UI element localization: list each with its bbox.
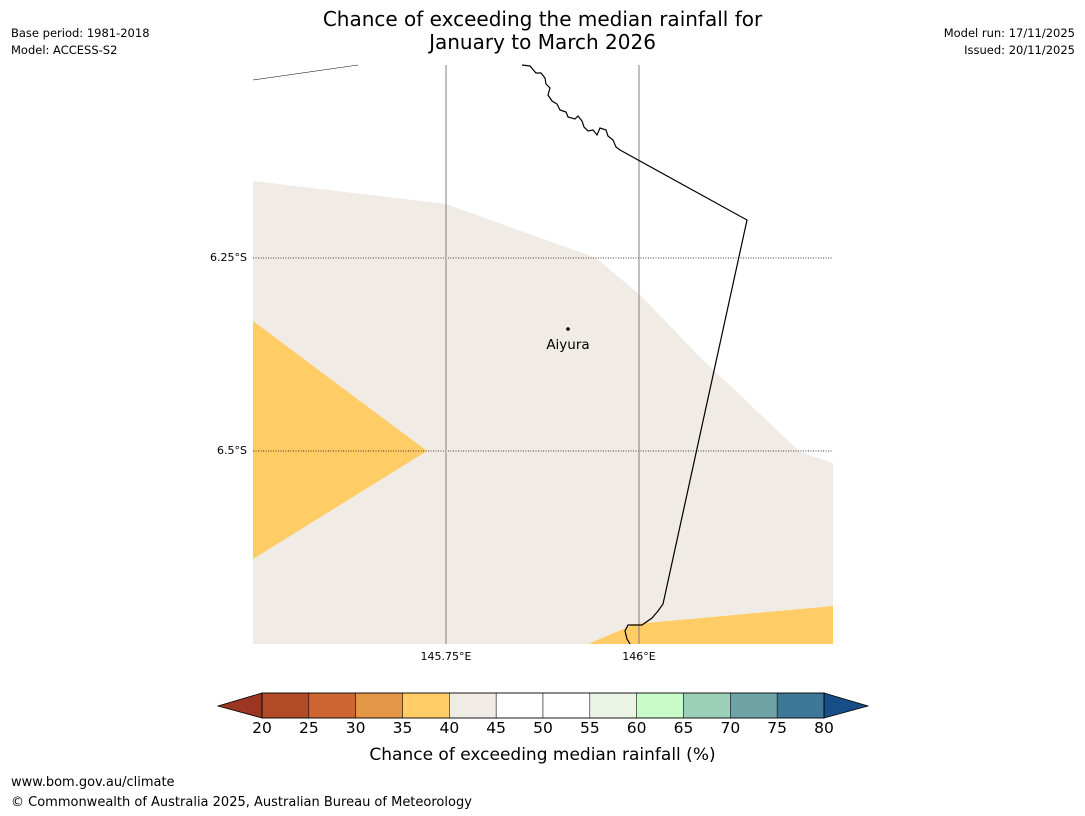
aiyura-label: Aiyura <box>546 337 589 353</box>
model-run: Model run: 17/11/2025 <box>943 26 1075 40</box>
colorbar-tick-label: 25 <box>298 719 319 737</box>
metadata-right: Model run: 17/11/2025 Issued: 20/11/2025 <box>944 25 1075 59</box>
colorbar <box>216 692 870 719</box>
map-title: Chance of exceeding the median rainfall … <box>0 8 1085 54</box>
colorbar-tick-label: 65 <box>673 719 694 737</box>
colorbar-segment <box>589 692 637 719</box>
footer-copyright: © Commonwealth of Australia 2025, Austra… <box>11 795 472 810</box>
title-line-2: January to March 2026 <box>429 30 656 54</box>
colorbar-segment <box>402 692 450 719</box>
band-35-40-southeast-region <box>588 606 833 644</box>
colorbar-low-extend <box>216 692 263 719</box>
colorbar-segment <box>308 692 356 719</box>
lat-label-6-5: 6.5°S <box>217 444 247 457</box>
lon-label-145-75: 145.75°E <box>420 650 472 663</box>
colorbar-tick-label: 50 <box>533 719 553 737</box>
footer-url[interactable]: www.bom.gov.au/climate <box>11 775 175 790</box>
band-35-40-west-region <box>253 321 427 559</box>
colorbar-segment <box>542 692 591 719</box>
colorbar-tick-label: 20 <box>252 719 272 737</box>
lon-label-146: 146°E <box>622 650 656 663</box>
colorbar-segment <box>683 692 731 719</box>
colorbar-tick-label: 60 <box>626 719 647 737</box>
lat-label-6-25: 6.25°S <box>210 251 247 264</box>
colorbar-tick-label: 75 <box>767 719 788 737</box>
aiyura-marker <box>566 327 570 331</box>
colorbar-segment <box>449 692 497 719</box>
map-area: Aiyura <box>252 64 833 645</box>
metadata-left: Base period: 1981-2018 Model: ACCESS-S2 <box>11 25 150 59</box>
colorbar-segment <box>730 692 778 719</box>
colorbar-high-extend <box>823 692 870 719</box>
colorbar-tick-label: 80 <box>814 719 834 737</box>
colorbar-tick-label: 40 <box>439 719 460 737</box>
colorbar-title: Chance of exceeding median rainfall (%) <box>369 745 716 765</box>
base-period: Base period: 1981-2018 <box>11 26 150 40</box>
colorbar-segment <box>261 692 310 719</box>
colorbar-segment <box>636 692 684 719</box>
colorbar-tick-label: 55 <box>579 719 600 737</box>
model-name: Model: ACCESS-S2 <box>11 43 118 57</box>
colorbar-segment <box>355 692 403 719</box>
colorbar-tick-label: 45 <box>486 719 507 737</box>
issued-date: Issued: 20/11/2025 <box>964 43 1075 57</box>
colorbar-segment <box>776 692 825 719</box>
colorbar-outline <box>261 692 825 719</box>
band-40-45-region <box>253 181 833 644</box>
title-line-1: Chance of exceeding the median rainfall … <box>322 7 763 31</box>
colorbar-tick-label: 70 <box>720 719 741 737</box>
colorbar-segment <box>495 692 544 719</box>
colorbar-tick-label: 30 <box>345 719 366 737</box>
colorbar-tick-label: 35 <box>392 719 413 737</box>
northwest-coastline <box>252 64 359 81</box>
border-line <box>521 64 748 645</box>
